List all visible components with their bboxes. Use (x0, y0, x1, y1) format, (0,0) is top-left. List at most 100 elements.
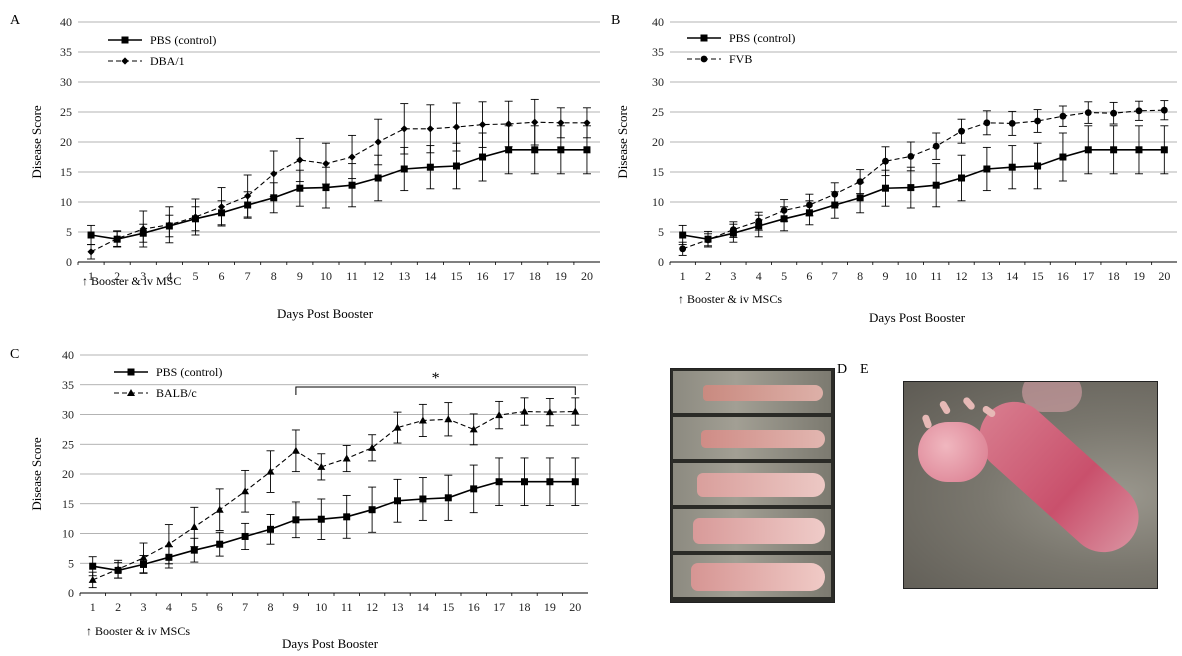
panel-c-x-tick-label: 3 (141, 600, 147, 614)
panel-a-series-1-point (531, 146, 539, 154)
panel-b-series-2-point (958, 127, 965, 135)
panel-b-series-2-point (907, 153, 915, 160)
panel-c-series-1-point (267, 525, 274, 533)
panel-c-x-tick-label: 15 (442, 600, 454, 614)
panel-b-series-1-point (958, 174, 966, 182)
panel-a-series-1-point (296, 184, 304, 192)
panel-c-x-tick-label: 18 (519, 600, 531, 614)
panel-c-x-tick-label: 12 (366, 600, 378, 614)
panel-b-series-1-point (1034, 162, 1042, 170)
panel-b-x-tick-label: 10 (905, 269, 917, 283)
panel-a-x-tick-label: 1 (88, 269, 94, 283)
panel-c-y-tick-label: 5 (68, 556, 74, 570)
panel-b-series-2-point (1059, 112, 1067, 120)
panel-b-y-tick-label: 35 (652, 45, 664, 59)
panel-c-x-tick-label: 1 (90, 600, 96, 614)
panel-b-series-2-point (1034, 117, 1041, 125)
panel-c-series-2-point (266, 467, 275, 475)
panel-c-series-1-point (190, 546, 198, 554)
panel-c-y-tick-label: 30 (62, 408, 74, 422)
panel-b-x-tick-label: 8 (857, 269, 863, 283)
panel-b-x-tick-label: 15 (1032, 269, 1044, 283)
panel-a-series-1-line (90, 149, 587, 241)
panel-b-label: B (611, 13, 620, 28)
panel-b-series-1-point (1110, 146, 1118, 154)
panel-c-y-tick-label: 35 (62, 378, 74, 392)
panel-b-y-axis-title: Disease Score (615, 105, 630, 179)
panel-c-series-2-point (520, 407, 529, 415)
panel-b-x-tick-label: 13 (981, 269, 993, 283)
panel-b-series-1-point (907, 184, 915, 192)
panel-c-x-axis-title: Days Post Booster (282, 636, 379, 651)
panel-b-series-2-point (1008, 120, 1016, 127)
panel-c-series-1-point (216, 540, 224, 548)
panel-b-series-2-point (932, 142, 940, 150)
panel-c-series-1-point (419, 495, 427, 503)
panel-b-x-tick-label: 6 (806, 269, 812, 283)
panel-a-series-1-point (374, 174, 382, 182)
panel-c-series-2-point (495, 411, 504, 419)
panel-c-legend-label-1: PBS (control) (156, 365, 222, 379)
panel-a-y-tick-label: 40 (60, 15, 72, 29)
panel-b-series-1-line (682, 149, 1165, 241)
panel-c-series-1-point (546, 478, 554, 486)
panel-e-label: E (860, 362, 869, 377)
panel-a-x-tick-label: 19 (555, 269, 567, 283)
panel-a-y-tick-label: 10 (60, 195, 72, 209)
panel-a-series-2-point (139, 225, 147, 233)
panel-b-x-tick-label: 2 (705, 269, 711, 283)
panel-b-series-1-point (856, 194, 864, 202)
panel-a-booster-annotation: ↑ Booster & iv MSC (82, 274, 181, 288)
panel-a-series-2-point (426, 125, 434, 133)
panel-d-label: D (837, 362, 847, 377)
paw-photo-2 (673, 417, 831, 459)
panel-b-x-tick-label: 5 (781, 269, 787, 283)
panel-b-x-tick-label: 14 (1006, 269, 1018, 283)
panel-b-series-2-line (682, 109, 1165, 250)
panel-a-x-tick-label: 3 (140, 269, 146, 283)
panel-a-series-1-point (348, 181, 356, 189)
panel-b-series-2-point (1160, 106, 1168, 114)
panel-b-series-2-point (1084, 109, 1092, 116)
panel-a-legend-label-2: DBA/1 (150, 54, 185, 68)
panel-c-series-1-point (444, 494, 452, 502)
panel-c-y-tick-label: 15 (62, 497, 74, 511)
paw-photo-3 (673, 463, 831, 505)
paw-photo-1 (673, 371, 831, 413)
panel-c-booster-annotation: ↑ Booster & iv MSCs (86, 624, 190, 638)
panel-b-legend-marker-1 (700, 34, 708, 42)
panel-a-x-tick-label: 13 (398, 269, 410, 283)
panel-a-y-tick-label: 35 (60, 45, 72, 59)
panel-c-series-1-point (241, 532, 249, 540)
panel-c-x-tick-label: 10 (315, 600, 327, 614)
panel-a-series-2-point (400, 125, 408, 133)
panel-a-y-tick-label: 5 (66, 225, 72, 239)
panel-a-series-1-point (87, 231, 95, 239)
panel-b-y-tick-label: 25 (652, 105, 664, 119)
panel-c-series-2-point (571, 407, 580, 415)
panel-c-x-tick-label: 17 (493, 600, 505, 614)
panel-b-legend-label-1: PBS (control) (729, 31, 795, 45)
panel-c-legend-label-2: BALB/c (156, 386, 197, 400)
panel-c-x-tick-label: 7 (242, 600, 248, 614)
panel-a-x-tick-label: 8 (271, 269, 277, 283)
panel-b-x-tick-label: 4 (756, 269, 762, 283)
panel-c-series-2-point (317, 462, 326, 470)
panel-b-legend-label-2: FVB (729, 52, 752, 66)
panel-a-y-axis-title: Disease Score (29, 105, 44, 179)
panel-b-x-axis-title: Days Post Booster (869, 310, 966, 325)
panel-c-x-tick-label: 13 (392, 600, 404, 614)
panel-c-significance-bracket (295, 386, 576, 395)
panel-b-series-2-point (679, 245, 687, 253)
panel-b-series-2-point (729, 226, 737, 234)
swollen-paw-photo (903, 381, 1158, 589)
panel-c-x-tick-label: 5 (191, 600, 197, 614)
panel-b-x-tick-label: 18 (1108, 269, 1120, 283)
panel-a-x-tick-label: 12 (372, 269, 384, 283)
panel-c-series-1-point (521, 478, 528, 486)
panel-c-y-tick-label: 20 (62, 467, 74, 481)
panel-a-x-tick-label: 7 (245, 269, 251, 283)
panel-b-series-1-point (679, 231, 687, 239)
